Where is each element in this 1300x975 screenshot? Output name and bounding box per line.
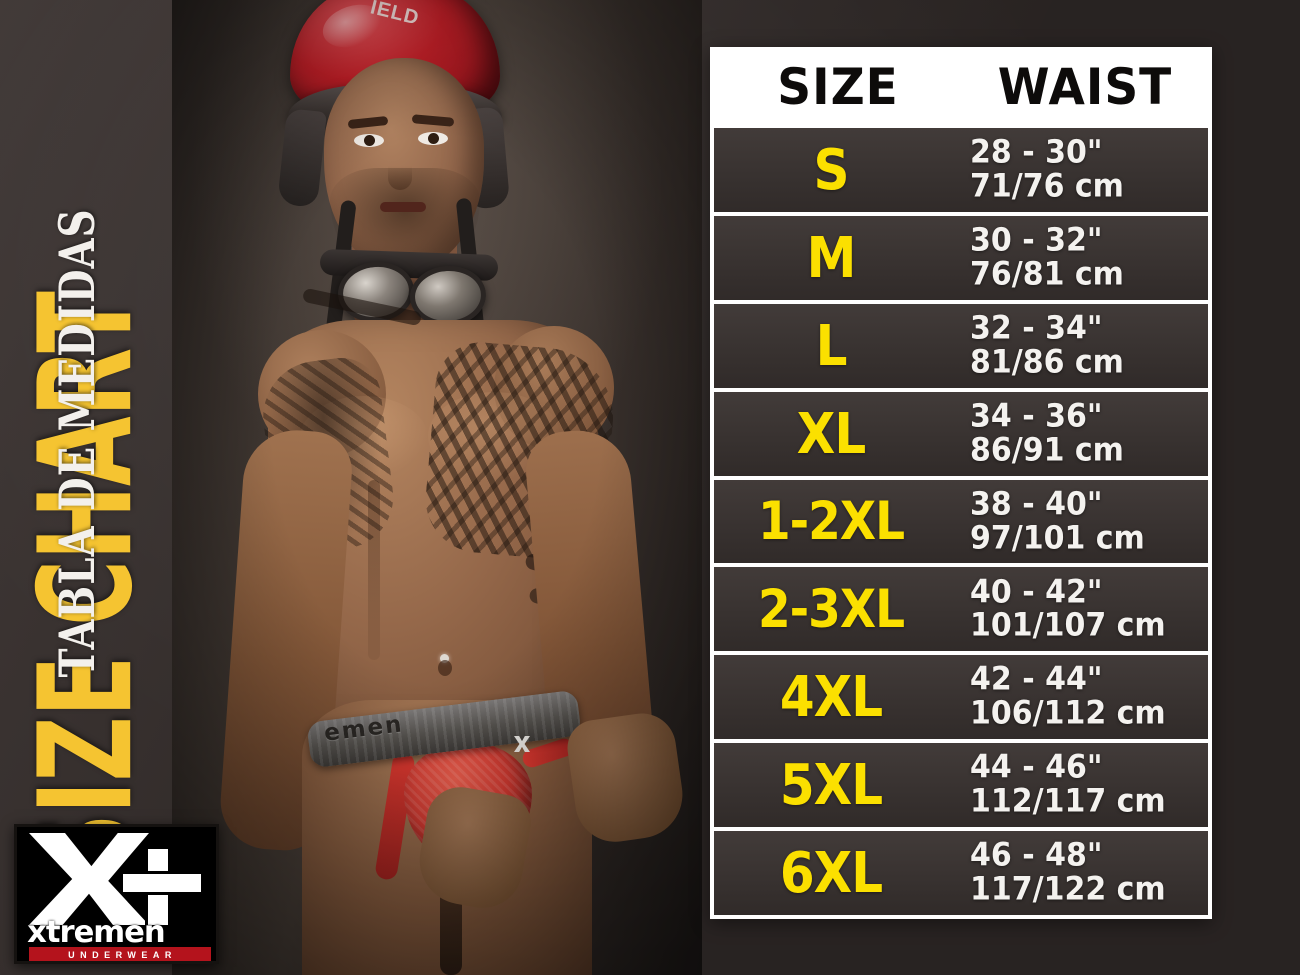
table-row: XL 34 - 36" 86/91 cm xyxy=(714,391,1208,476)
cell-waist: 28 - 30" 71/76 cm xyxy=(962,133,1208,205)
header-label-waist: WAIST xyxy=(997,58,1173,117)
model-photo: IELD xyxy=(172,0,702,975)
cell-waist: 44 - 46" 112/117 cm xyxy=(962,749,1208,821)
size-label: XL xyxy=(796,401,866,467)
table-row: L 32 - 34" 81/86 cm xyxy=(714,303,1208,388)
cell-size: 5XL xyxy=(714,752,962,818)
cell-waist: 40 - 42" 101/107 cm xyxy=(962,573,1208,645)
waist-inches: 46 - 48" xyxy=(970,837,1103,875)
page-subtitle-text: TABLA DE MEDIDAS xyxy=(48,208,107,678)
size-chart-table: SIZE WAIST S 28 - 30" 71/76 cm M xyxy=(710,47,1212,919)
waist-inches: 38 - 40" xyxy=(970,485,1103,523)
page-subtitle: TABLA DE MEDIDAS xyxy=(49,9,107,689)
table-header-row: SIZE WAIST xyxy=(714,51,1208,124)
header-cell-size: SIZE xyxy=(714,58,962,117)
waist-centimeters: 112/117 cm xyxy=(970,783,1166,821)
header-cell-waist: WAIST xyxy=(962,58,1208,117)
size-label: M xyxy=(806,225,857,291)
cell-waist: 46 - 48" 117/122 cm xyxy=(962,837,1208,909)
cell-waist: 30 - 32" 76/81 cm xyxy=(962,221,1208,293)
waist-inches: 42 - 44" xyxy=(970,661,1103,699)
pupil-right xyxy=(428,133,439,144)
size-label: 5XL xyxy=(779,752,883,818)
cell-size: XL xyxy=(714,401,962,467)
brand-x-tag-icon xyxy=(514,736,530,752)
pupil-left xyxy=(364,135,375,146)
cell-size: L xyxy=(714,313,962,379)
helmet-earflap-left xyxy=(277,108,327,208)
cell-size: 4XL xyxy=(714,664,962,730)
navel xyxy=(438,660,452,676)
size-label: 1-2XL xyxy=(757,490,905,553)
cell-size: M xyxy=(714,225,962,291)
logo-tagline-bar: UNDERWEAR xyxy=(29,947,211,961)
nose xyxy=(388,150,412,190)
waist-inches: 40 - 42" xyxy=(970,573,1103,611)
table-row: 4XL 42 - 44" 106/112 cm xyxy=(714,655,1208,740)
cell-size: 1-2XL xyxy=(714,490,962,553)
logo-tagline-text: UNDERWEAR xyxy=(68,949,177,960)
cell-waist: 38 - 40" 97/101 cm xyxy=(962,485,1208,557)
hand-right xyxy=(563,709,689,847)
waist-centimeters: 76/81 cm xyxy=(970,255,1124,293)
waist-centimeters: 71/76 cm xyxy=(970,167,1124,205)
size-label: S xyxy=(813,137,849,203)
waist-inches: 32 - 34" xyxy=(970,309,1103,347)
waist-inches: 44 - 46" xyxy=(970,749,1103,787)
logo-wordmark: xtremen xyxy=(27,915,166,950)
table-row: S 28 - 30" 71/76 cm xyxy=(714,128,1208,212)
waist-centimeters: 117/122 cm xyxy=(970,870,1166,909)
size-label: L xyxy=(815,313,848,379)
size-label: 6XL xyxy=(779,840,883,906)
mouth xyxy=(380,202,426,212)
cell-size: 6XL xyxy=(714,840,962,906)
logo-t-icon xyxy=(123,849,201,927)
navel-piercing xyxy=(440,654,449,663)
waist-inches: 34 - 36" xyxy=(970,397,1103,435)
table-row: 1-2XL 38 - 40" 97/101 cm xyxy=(714,479,1208,564)
size-label: 2-3XL xyxy=(757,578,905,641)
header-label-size: SIZE xyxy=(777,58,899,117)
waist-centimeters: 101/107 cm xyxy=(970,607,1166,645)
waist-centimeters: 106/112 cm xyxy=(970,695,1166,733)
table-row: M 30 - 32" 76/81 cm xyxy=(714,215,1208,300)
waist-centimeters: 81/86 cm xyxy=(970,343,1124,381)
brand-logo: xtremen UNDERWEAR xyxy=(14,824,219,964)
table-row: 5XL 44 - 46" 112/117 cm xyxy=(714,743,1208,828)
cell-size: 2-3XL xyxy=(714,578,962,641)
table-row: 2-3XL 40 - 42" 101/107 cm xyxy=(714,567,1208,652)
cell-waist: 32 - 34" 81/86 cm xyxy=(962,309,1208,381)
waist-inches: 30 - 32" xyxy=(970,221,1103,259)
cell-size: S xyxy=(714,137,962,203)
cell-waist: 34 - 36" 86/91 cm xyxy=(962,397,1208,469)
waist-centimeters: 97/101 cm xyxy=(970,519,1145,557)
table-row: 6XL 46 - 48" 117/122 cm xyxy=(714,831,1208,916)
waist-centimeters: 86/91 cm xyxy=(970,431,1124,469)
size-label: 4XL xyxy=(779,664,883,730)
cell-waist: 42 - 44" 106/112 cm xyxy=(962,661,1208,733)
waist-inches: 28 - 30" xyxy=(970,133,1103,172)
